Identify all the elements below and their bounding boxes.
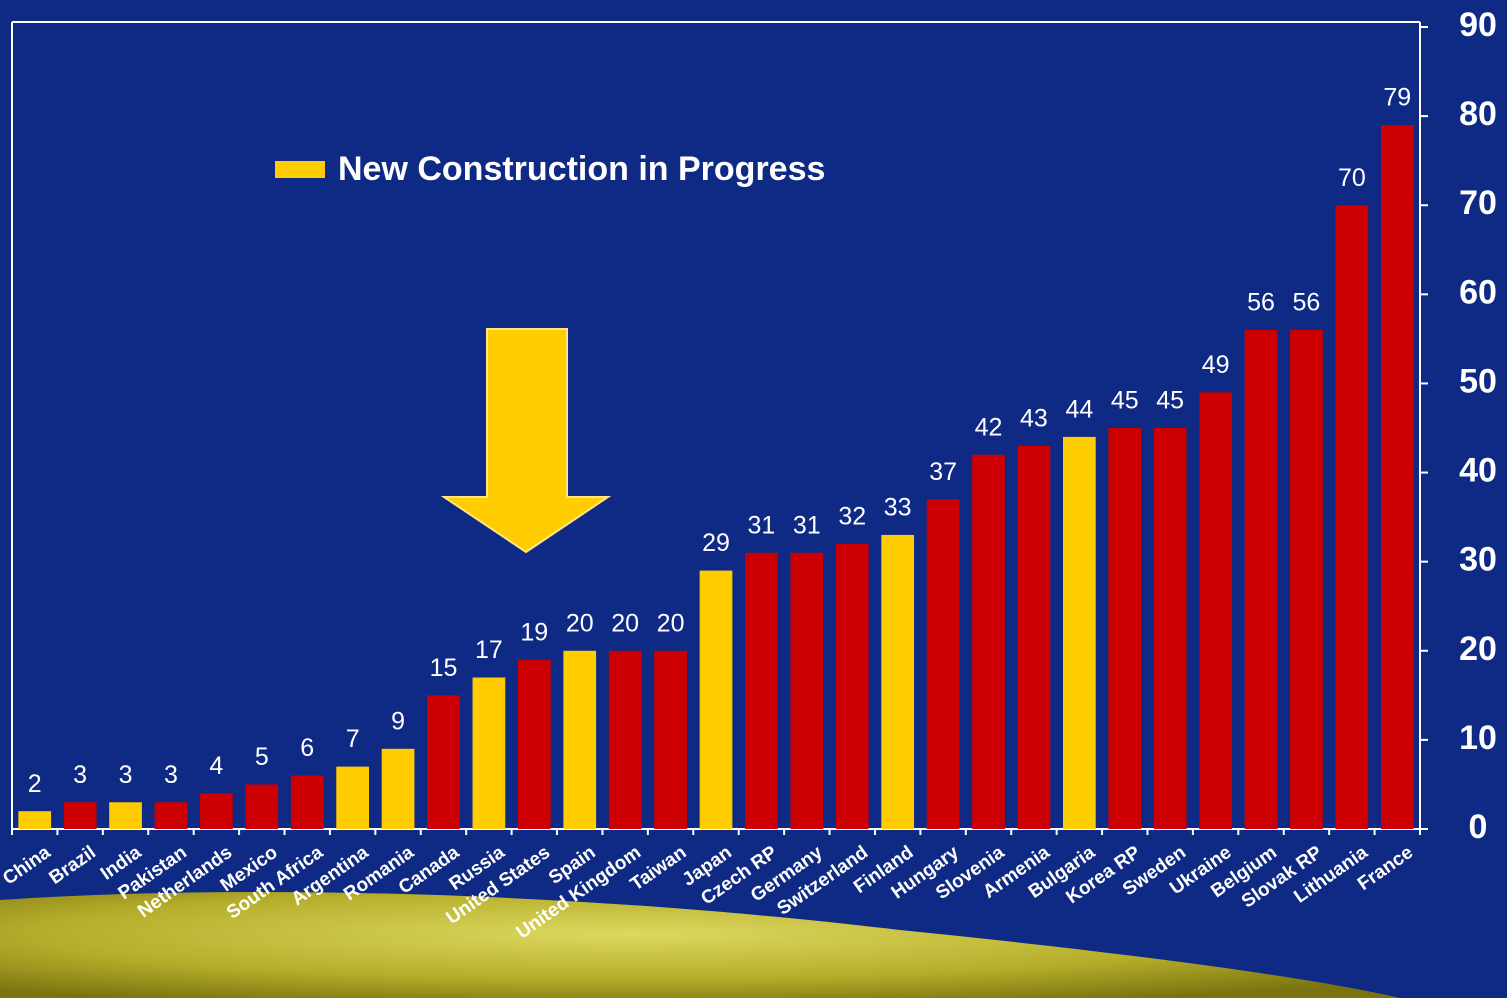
bar <box>563 650 597 829</box>
bar <box>109 802 142 829</box>
bar <box>1017 445 1051 829</box>
x-tick-label: China <box>0 842 55 890</box>
bar <box>835 543 869 829</box>
value-label: 5 <box>255 743 269 771</box>
bar <box>517 659 551 829</box>
value-label: 3 <box>119 761 133 789</box>
bar <box>245 784 279 829</box>
bar <box>608 650 642 829</box>
bar <box>1380 125 1414 830</box>
value-label: 56 <box>1247 289 1275 317</box>
plot: 01020304050607080902China3Brazil3India3P… <box>0 6 1497 943</box>
bar <box>1244 329 1278 829</box>
value-label: 79 <box>1383 84 1411 112</box>
value-label: 3 <box>73 761 87 789</box>
bar <box>336 766 369 829</box>
y-tick-label: 0 <box>1469 808 1488 846</box>
value-label: 70 <box>1338 164 1366 192</box>
bar <box>699 570 733 829</box>
arrow <box>440 328 612 554</box>
value-label: 31 <box>793 511 821 539</box>
value-label: 3 <box>164 761 178 789</box>
value-label: 20 <box>657 609 685 637</box>
value-label: 45 <box>1156 387 1184 415</box>
bar <box>472 677 506 829</box>
bar <box>926 499 960 829</box>
background-leaf <box>0 891 1400 998</box>
value-label: 45 <box>1111 387 1139 415</box>
y-tick-label: 80 <box>1459 95 1497 133</box>
bar <box>1063 436 1096 829</box>
bar <box>972 454 1005 829</box>
value-label: 4 <box>209 752 223 780</box>
value-label: 42 <box>975 413 1003 441</box>
value-label: 2 <box>28 770 42 798</box>
value-label: 49 <box>1202 351 1230 379</box>
value-label: 19 <box>520 618 548 646</box>
y-tick-label: 70 <box>1459 184 1497 222</box>
value-label: 20 <box>611 609 639 637</box>
legend-label: New Construction in Progress <box>338 150 825 188</box>
legend-swatch <box>275 161 325 178</box>
bar <box>290 775 324 829</box>
bar <box>1290 329 1323 829</box>
y-tick-label: 20 <box>1459 630 1497 668</box>
bar <box>427 695 460 829</box>
value-label: 7 <box>346 725 360 753</box>
value-label: 20 <box>566 609 594 637</box>
bar <box>881 534 915 829</box>
y-tick-label: 60 <box>1459 273 1497 311</box>
y-tick-label: 50 <box>1459 362 1497 400</box>
bar <box>790 552 824 829</box>
value-label: 15 <box>430 654 458 682</box>
value-label: 31 <box>748 511 776 539</box>
value-label: 6 <box>300 734 314 762</box>
value-label: 29 <box>702 529 730 557</box>
bar <box>1199 392 1232 829</box>
bar <box>1335 205 1369 829</box>
value-label: 17 <box>475 636 503 664</box>
y-tick-label: 90 <box>1459 6 1497 44</box>
value-label: 56 <box>1293 289 1321 317</box>
bar <box>154 802 188 829</box>
value-label: 44 <box>1065 396 1093 424</box>
bar <box>1153 428 1187 829</box>
bar <box>18 811 52 829</box>
bar <box>654 650 687 829</box>
value-label: 32 <box>838 502 866 530</box>
bar <box>200 793 233 829</box>
value-label: 33 <box>884 494 912 522</box>
bar <box>381 748 415 829</box>
x-tick-label: Brazil <box>45 842 99 889</box>
y-tick-label: 10 <box>1459 719 1497 757</box>
y-tick-label: 30 <box>1459 541 1497 579</box>
value-label: 43 <box>1020 404 1048 432</box>
value-label: 37 <box>929 458 957 486</box>
bar <box>63 802 97 829</box>
value-label: 9 <box>391 707 405 735</box>
y-tick-label: 40 <box>1459 452 1497 490</box>
bar <box>745 552 778 829</box>
bar <box>1108 428 1142 829</box>
